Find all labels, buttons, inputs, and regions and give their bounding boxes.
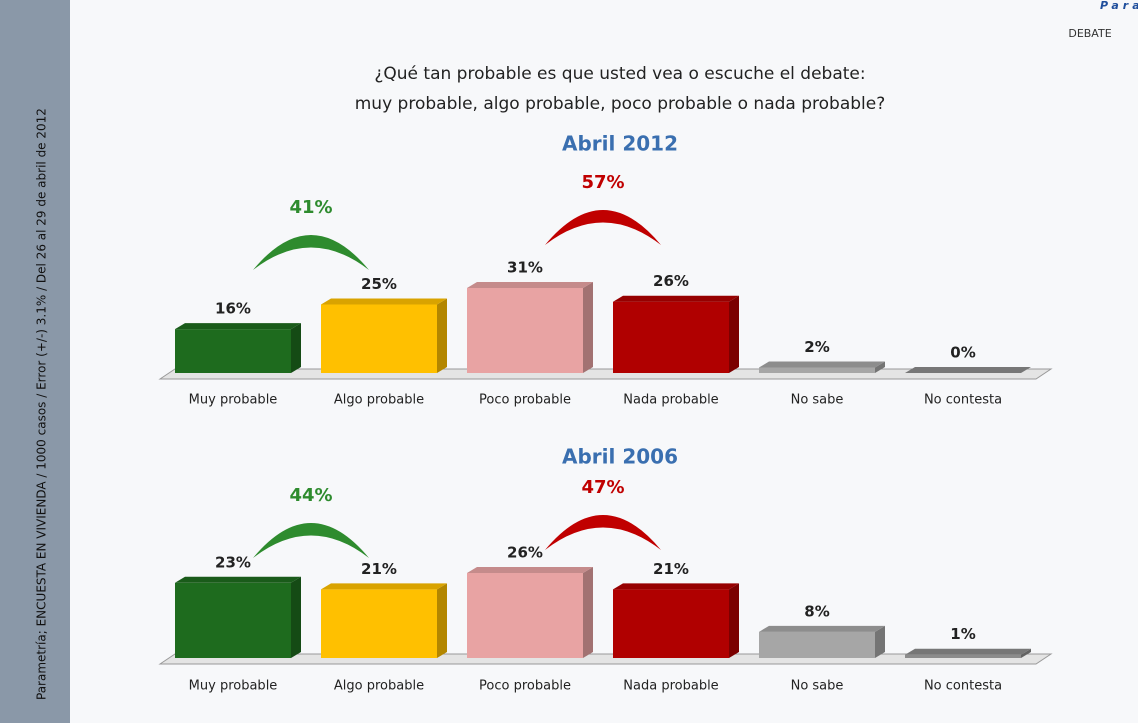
bracket-arc	[253, 235, 369, 270]
bar	[467, 573, 583, 658]
x-tick-label: No contesta	[924, 679, 1002, 694]
x-tick-label: Algo probable	[334, 393, 424, 408]
value-label: 21%	[653, 560, 689, 578]
bar-top	[759, 361, 885, 368]
bar	[613, 589, 729, 658]
x-tick-label: Muy probable	[189, 679, 278, 694]
bar-side	[291, 323, 301, 373]
annotation: 44%	[289, 485, 332, 506]
chart-title: Abril 2006	[562, 445, 678, 469]
annotation: 41%	[289, 197, 332, 218]
bar-top	[613, 583, 739, 590]
question-line: ¿Qué tan probable es que usted vea o esc…	[374, 64, 865, 84]
bar	[905, 654, 1021, 658]
bracket-arc	[545, 515, 661, 550]
bar	[321, 589, 437, 658]
bar-side	[729, 295, 739, 373]
bar-side	[437, 583, 447, 658]
bracket-arc	[545, 210, 661, 245]
question-line: muy probable, algo probable, poco probab…	[355, 94, 886, 114]
bar-top	[467, 282, 593, 288]
section-label: DEBATE	[1068, 27, 1111, 40]
bar-side	[729, 583, 739, 658]
bar-side	[583, 282, 593, 373]
sidebar-strip	[0, 0, 70, 723]
value-label: 23%	[215, 553, 251, 571]
x-tick-label: Muy probable	[189, 393, 278, 408]
bar-top	[905, 648, 1031, 655]
value-label: 0%	[950, 344, 975, 362]
bar-side	[1021, 648, 1031, 658]
bar	[759, 631, 875, 658]
bar-top	[175, 323, 301, 330]
bar-side	[437, 298, 447, 373]
bar	[321, 304, 437, 373]
value-label: 21%	[361, 560, 397, 578]
x-tick-label: Nada probable	[623, 679, 718, 694]
bar-top	[905, 367, 1031, 373]
value-label: 1%	[950, 625, 975, 643]
bar-side	[875, 361, 885, 373]
value-label: 2%	[804, 338, 829, 356]
bar-top	[613, 295, 739, 302]
x-tick-label: No sabe	[791, 393, 844, 408]
value-label: 31%	[507, 259, 543, 277]
bar-top	[759, 625, 885, 632]
bar-top	[321, 298, 447, 305]
bar-side	[875, 625, 885, 658]
annotation: 57%	[581, 172, 624, 193]
x-tick-label: Poco probable	[479, 393, 571, 408]
x-tick-label: Nada probable	[623, 393, 718, 408]
bracket-arc	[253, 523, 369, 558]
brand: Parame	[1100, 0, 1138, 12]
sidebar-text: Parametría; ENCUESTA EN VIVIENDA / 1000 …	[35, 108, 49, 700]
bar	[175, 329, 291, 373]
bar	[613, 301, 729, 373]
bar-top	[175, 576, 301, 583]
bar-side	[583, 567, 593, 658]
x-tick-label: No contesta	[924, 393, 1002, 408]
value-label: 16%	[215, 300, 251, 318]
bar	[759, 367, 875, 373]
bar-top	[321, 583, 447, 590]
value-label: 8%	[804, 602, 829, 620]
x-tick-label: No sabe	[791, 679, 844, 694]
bar-top	[467, 567, 593, 573]
annotation: 47%	[581, 477, 624, 498]
x-tick-label: Algo probable	[334, 679, 424, 694]
bar-side	[291, 576, 301, 658]
value-label: 25%	[361, 275, 397, 293]
bar	[467, 288, 583, 373]
x-tick-label: Poco probable	[479, 679, 571, 694]
value-label: 26%	[507, 544, 543, 562]
value-label: 26%	[653, 272, 689, 290]
chart-title: Abril 2012	[562, 132, 678, 156]
bar	[175, 582, 291, 658]
